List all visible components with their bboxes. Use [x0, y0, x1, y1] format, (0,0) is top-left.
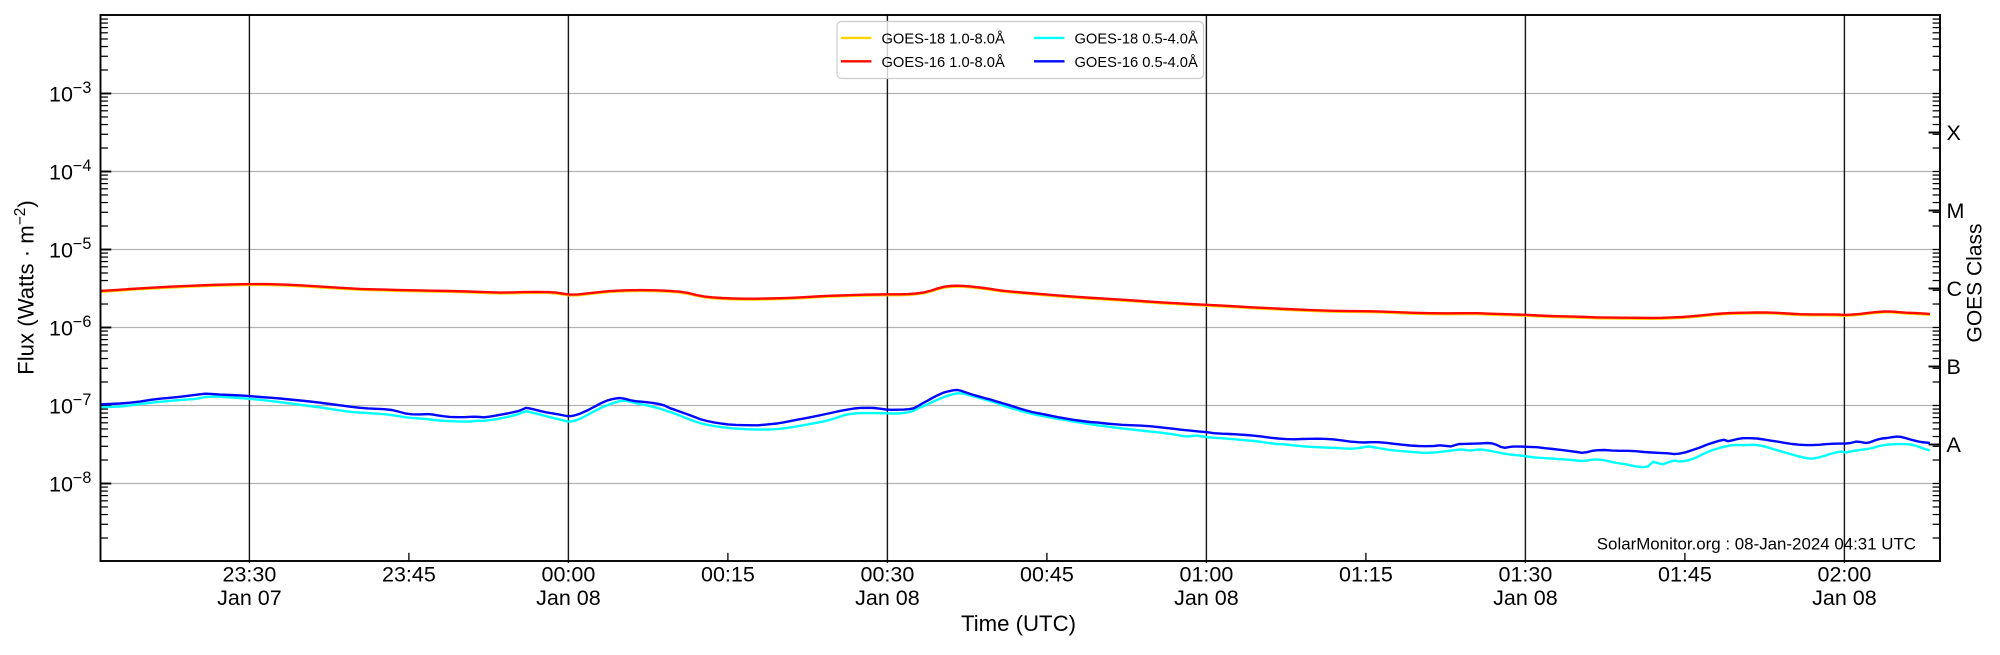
- svg-text:01:30: 01:30: [1498, 563, 1552, 587]
- svg-text:Jan 08: Jan 08: [1812, 586, 1877, 610]
- svg-text:00:00: 00:00: [541, 563, 595, 587]
- svg-text:Jan 08: Jan 08: [536, 586, 601, 610]
- svg-text:00:45: 00:45: [1020, 563, 1074, 587]
- svg-text:SolarMonitor.org : 08-Jan-2024: SolarMonitor.org : 08-Jan-2024 04:31 UTC: [1597, 534, 1916, 553]
- svg-text:Jan 08: Jan 08: [855, 586, 920, 610]
- svg-text:00:30: 00:30: [860, 563, 914, 587]
- svg-text:Jan 08: Jan 08: [1493, 586, 1558, 610]
- svg-text:00:15: 00:15: [701, 563, 755, 587]
- svg-text:Jan 07: Jan 07: [217, 586, 282, 610]
- svg-text:GOES-16 0.5-4.0Å: GOES-16 0.5-4.0Å: [1075, 54, 1198, 71]
- svg-text:B: B: [1947, 355, 1961, 379]
- svg-text:Time (UTC): Time (UTC): [961, 611, 1076, 636]
- svg-text:02:00: 02:00: [1817, 563, 1871, 587]
- svg-text:23:30: 23:30: [222, 563, 276, 587]
- svg-text:01:15: 01:15: [1339, 563, 1393, 587]
- svg-text:GOES-16 1.0-8.0Å: GOES-16 1.0-8.0Å: [882, 54, 1005, 71]
- svg-text:C: C: [1947, 277, 1963, 301]
- svg-text:A: A: [1947, 433, 1962, 457]
- svg-text:01:00: 01:00: [1179, 563, 1233, 587]
- svg-text:GOES-18 0.5-4.0Å: GOES-18 0.5-4.0Å: [1075, 30, 1198, 47]
- svg-text:01:45: 01:45: [1658, 563, 1712, 587]
- svg-text:GOES-18 1.0-8.0Å: GOES-18 1.0-8.0Å: [882, 30, 1005, 47]
- svg-text:23:45: 23:45: [382, 563, 436, 587]
- svg-text:X: X: [1947, 121, 1961, 145]
- svg-text:GOES Class: GOES Class: [1964, 223, 1987, 342]
- svg-text:M: M: [1947, 199, 1965, 223]
- svg-text:10−4: 10−4: [49, 157, 91, 184]
- svg-text:Jan 08: Jan 08: [1174, 586, 1239, 610]
- svg-text:Flux (Watts · m−2): Flux (Watts · m−2): [12, 200, 39, 375]
